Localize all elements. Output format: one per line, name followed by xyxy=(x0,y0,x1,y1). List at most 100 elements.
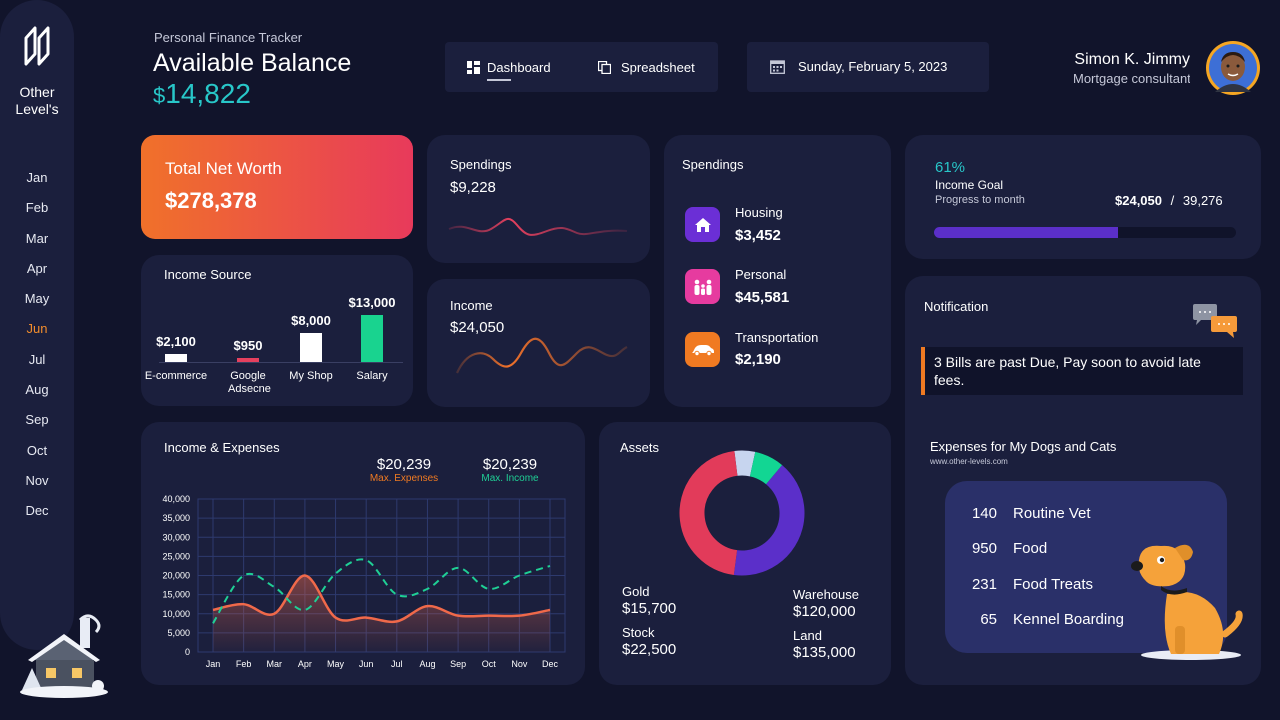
spreadsheet-icon xyxy=(598,60,611,74)
car-icon xyxy=(685,332,720,367)
pets-item-value: 231 xyxy=(971,576,997,593)
pets-item-label: Food xyxy=(1013,540,1048,557)
income-source-bar xyxy=(237,358,259,362)
income-title: Income xyxy=(450,298,493,313)
balance-label: Available Balance xyxy=(153,49,352,77)
income-goal-title: Income Goal xyxy=(935,178,1004,192)
asset-gold-value: $15,700 xyxy=(622,600,677,617)
sidebar-month-sep[interactable]: Sep xyxy=(25,412,49,428)
app-title: Personal Finance Tracker xyxy=(154,30,303,45)
asset-land-value: $135,000 xyxy=(793,644,856,661)
sidebar-month-may[interactable]: May xyxy=(24,291,50,307)
income-card: Income $24,050 xyxy=(427,279,650,407)
tab-dashboard[interactable]: Dashboard xyxy=(467,42,551,92)
income-goal-target: 39,276 xyxy=(1182,193,1223,208)
sidebar-month-jul[interactable]: Jul xyxy=(28,351,46,367)
income-source-bar-value: $13,000 xyxy=(348,295,396,310)
x-tick-label: Apr xyxy=(298,659,312,669)
notification-title: Notification xyxy=(924,299,989,314)
brand-line-1: Other xyxy=(19,84,55,100)
sidebar-month-jan[interactable]: Jan xyxy=(26,170,48,185)
income-goal-progress-fill xyxy=(934,227,1119,238)
y-tick-label: 40,000 xyxy=(162,494,190,504)
max-expenses-value: $20,239 xyxy=(376,456,432,473)
income-goal-current: $24,050 xyxy=(1115,193,1162,208)
net-worth-card: Total Net Worth $278,378 xyxy=(141,135,413,239)
sidebar-month-mar[interactable]: Mar xyxy=(25,230,49,246)
asset-stock-value: $22,500 xyxy=(622,641,677,658)
tab-spreadsheet[interactable]: Spreadsheet xyxy=(598,42,695,92)
family-icon xyxy=(685,269,720,304)
income-source-category: E-commerce xyxy=(144,370,208,382)
active-tab-indicator xyxy=(487,79,511,81)
y-tick-label: 10,000 xyxy=(162,609,190,619)
tab-dashboard-label: Dashboard xyxy=(487,59,551,75)
income-source-bar xyxy=(165,354,187,362)
max-expenses-label: Max. Expenses xyxy=(369,473,439,484)
x-tick-label: Mar xyxy=(267,659,283,669)
income-expenses-title: Income & Expenses xyxy=(164,440,280,455)
income-goal-separator: / xyxy=(1170,193,1175,208)
sidebar-month-nov[interactable]: Nov xyxy=(25,472,49,488)
housing-label: Housing xyxy=(735,205,783,220)
y-tick-label: 5,000 xyxy=(167,628,190,638)
spendings-sparkline xyxy=(448,217,628,236)
sidebar-month-apr[interactable]: Apr xyxy=(26,260,48,276)
income-source-title: Income Source xyxy=(164,267,252,282)
x-tick-label: Feb xyxy=(236,659,252,669)
sidebar-month-jun[interactable]: Jun xyxy=(26,321,48,337)
y-tick-label: 25,000 xyxy=(162,551,190,561)
income-source-bar-value: $8,000 xyxy=(291,313,331,329)
income-source-chart: $2,100 E-commerce $950 Google Adsecne $8,000… xyxy=(141,255,413,406)
x-tick-label: May xyxy=(327,659,345,669)
x-tick-label: Dec xyxy=(542,659,559,669)
x-tick-label: Jun xyxy=(359,659,374,669)
notification-message: 3 Bills are past Due, Pay soon to avoid … xyxy=(934,354,1201,388)
pets-item-label: Kennel Boarding xyxy=(1013,611,1124,628)
housing-value: $3,452 xyxy=(735,227,781,244)
chat-bubbles-icon[interactable] xyxy=(1191,302,1239,342)
assets-title: Assets xyxy=(620,440,660,455)
assets-donut-chart xyxy=(679,450,805,576)
date-box[interactable]: Sunday, February 5, 2023 xyxy=(747,42,989,92)
income-series-line xyxy=(212,558,551,624)
notification-alert[interactable]: 3 Bills are past Due, Pay soon to avoid … xyxy=(921,347,1243,395)
asset-gold-label: Gold xyxy=(622,584,650,599)
asset-stock-label: Stock xyxy=(622,625,655,640)
y-tick-label: 0 xyxy=(185,647,190,657)
income-source-category: Salary xyxy=(356,370,388,382)
assets-slice-gold xyxy=(679,450,805,576)
assets-card: Assets Gold $15,700 Stock $22,500 Wareho… xyxy=(599,422,891,685)
spendings-card: Spendings $9,228 xyxy=(427,135,650,263)
asset-warehouse-label: Warehouse xyxy=(793,587,859,602)
income-expenses-chart: 40,000 35,000 30,000 25,000 20,000 15,000 10,0… xyxy=(162,494,566,669)
assets-slice-warehouse xyxy=(679,450,805,576)
balance-value: 14,822 xyxy=(165,78,251,109)
max-income-block: $20,239 Max. Income xyxy=(465,456,555,484)
sidebar-month-aug[interactable]: Aug xyxy=(25,382,49,398)
y-tick-label: 15,000 xyxy=(162,590,190,600)
max-income-value: $20,239 xyxy=(482,456,538,473)
sidebar-month-dec[interactable]: Dec xyxy=(25,503,49,519)
tab-spreadsheet-label: Spreadsheet xyxy=(621,59,695,75)
x-tick-label: Aug xyxy=(419,659,435,669)
spendings-breakdown-card: Spendings Housing $3,452 Personal $45,58… xyxy=(664,135,891,407)
x-tick-label: Sep xyxy=(450,659,466,669)
brand-logo-icon xyxy=(24,26,50,66)
pets-item-value: 140 xyxy=(971,505,997,522)
income-source-bar xyxy=(300,333,322,362)
x-tick-label: Oct xyxy=(482,659,497,669)
y-tick-label: 20,000 xyxy=(162,571,190,581)
month-list: Jan Feb Mar Apr May Jun Jul Aug Sep Oct Nov Dec xyxy=(0,168,74,532)
avatar[interactable] xyxy=(1205,40,1261,96)
brand-line-2: Level's xyxy=(15,101,59,117)
user-name: Simon K. Jimmy xyxy=(1074,51,1190,68)
sidebar-month-feb[interactable]: Feb xyxy=(25,200,49,216)
expenses-series-line xyxy=(212,574,551,624)
income-sparkline xyxy=(455,337,628,374)
sidebar: Other Level's Jan Feb Mar Apr May Jun Jul Aug Se… xyxy=(0,0,74,650)
income-goal-progress-track xyxy=(934,227,1236,238)
max-expenses-block: $20,239 Max. Expenses xyxy=(359,456,449,484)
sidebar-month-oct[interactable]: Oct xyxy=(26,442,48,458)
spendings-value: $9,228 xyxy=(450,179,496,196)
